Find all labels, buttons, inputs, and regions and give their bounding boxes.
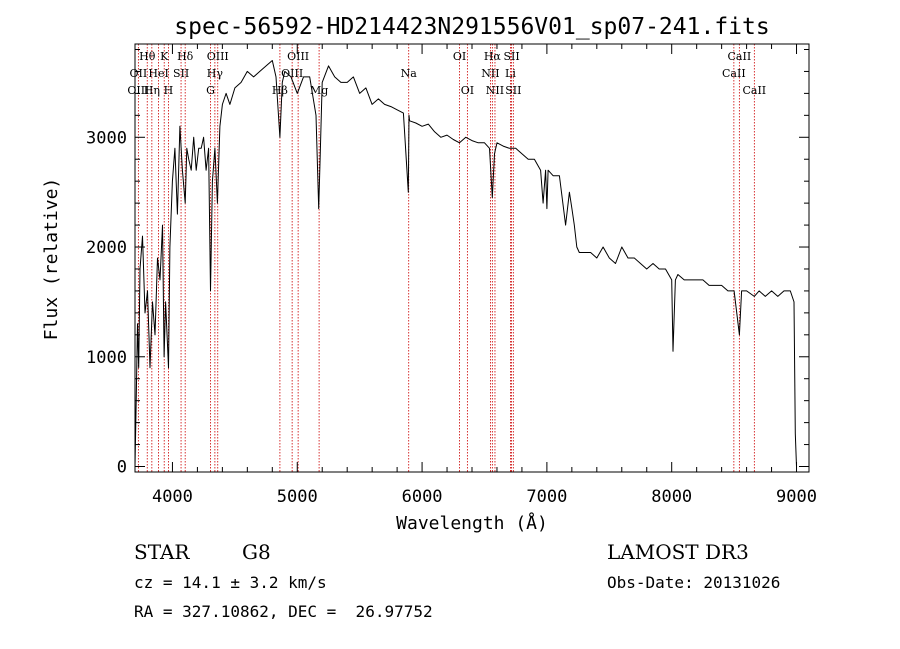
object-type: STAR [134, 540, 190, 564]
x-tick-label: 6000 [402, 487, 443, 507]
line-label: Li [505, 67, 516, 80]
y-tick-label: 2000 [86, 238, 127, 258]
line-label: Na [401, 67, 418, 80]
line-label: Hδ [177, 50, 194, 63]
line-label: OIII [207, 50, 229, 63]
y-tick-label: 3000 [86, 128, 127, 148]
line-label: NII [486, 84, 504, 97]
line-label: Hη [144, 84, 160, 97]
observation-date: Obs-Date: 20131026 [607, 573, 781, 592]
line-label: OI [453, 50, 466, 63]
line-label: NII [481, 67, 499, 80]
line-label: Hθ [139, 50, 156, 63]
x-tick-label: 5000 [277, 487, 318, 507]
x-tick-label: 4000 [152, 487, 193, 507]
x-tick-label: 7000 [526, 487, 567, 507]
line-label: OIII [127, 84, 149, 97]
survey-name: LAMOST DR3 [607, 540, 749, 564]
line-label: OIII [287, 50, 309, 63]
x-tick-label: 8000 [651, 487, 692, 507]
line-label: Hγ [207, 67, 224, 80]
plot-frame [134, 43, 810, 473]
line-label: SII [503, 50, 519, 63]
line-label: Hα [484, 50, 502, 63]
chart-title: spec-56592-HD214423N291556V01_sp07-241.f… [174, 14, 769, 40]
line-label: SII [173, 67, 189, 80]
line-label: G [206, 84, 215, 97]
x-axis-label: Wavelength (Å) [396, 512, 548, 534]
line-label: Mg [310, 84, 328, 97]
line-label: Hβ [272, 84, 288, 97]
line-label: OI [461, 84, 474, 97]
emission-line-labels: Hθ OII OIII K HeI Hη Hδ SII H OIII Hγ G OIII OIII Hβ Mg… [127, 50, 766, 97]
emission-line-markers [137, 44, 755, 472]
line-label: K [160, 50, 169, 63]
line-label: CaII [728, 50, 752, 63]
spectral-subclass: G8 [242, 540, 271, 564]
spectrum-line [134, 60, 797, 467]
x-tick-label: 9000 [776, 487, 817, 507]
line-label: OII [130, 67, 148, 80]
line-label: CaII [742, 84, 766, 97]
line-label: HeI [148, 67, 168, 80]
x-axis-ticks: 4000 5000 6000 7000 8000 9000 [152, 44, 817, 507]
line-label: H [164, 84, 174, 97]
line-label: SII [505, 84, 521, 97]
y-axis-label: Flux (relative) [41, 178, 62, 341]
line-label: OIII [281, 67, 303, 80]
coordinates-readout: RA = 327.10862, DEC = 26.97752 [134, 602, 433, 621]
line-label: CaII [722, 67, 746, 80]
y-axis-ticks: 0 1000 2000 3000 [86, 48, 809, 478]
y-tick-label: 0 [117, 458, 127, 478]
y-tick-label: 1000 [86, 348, 127, 368]
spectrum-series [134, 60, 797, 467]
redshift-readout: cz = 14.1 ± 3.2 km/s [134, 573, 327, 592]
